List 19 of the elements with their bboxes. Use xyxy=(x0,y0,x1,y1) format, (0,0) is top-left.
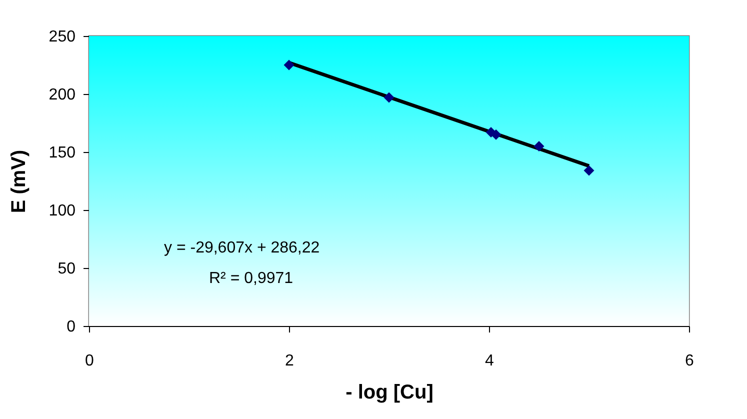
y-tick-label: 50 xyxy=(58,260,76,278)
point xyxy=(490,129,502,140)
y-axis-title: E (mV) xyxy=(8,150,30,214)
point xyxy=(584,165,594,176)
point xyxy=(384,92,394,103)
x-tick-label: 2 xyxy=(285,352,294,370)
y-tick-label: 150 xyxy=(48,144,76,162)
y-tick-label: 200 xyxy=(48,86,76,104)
y-tick-label: 100 xyxy=(48,202,76,220)
y-tick-label: 250 xyxy=(48,28,76,46)
x-axis-title: - log [Cu] xyxy=(346,382,434,404)
annotation: y = -29,607x + 286,22 xyxy=(164,240,320,257)
point xyxy=(534,140,544,152)
x-tick-label: 4 xyxy=(485,352,494,370)
annotation: R² = 0,9971 xyxy=(209,270,294,288)
y-tick-label: 0 xyxy=(66,318,76,336)
point xyxy=(284,60,294,70)
x-tick-label: 6 xyxy=(685,352,694,370)
x-tick-label: 0 xyxy=(85,352,94,370)
